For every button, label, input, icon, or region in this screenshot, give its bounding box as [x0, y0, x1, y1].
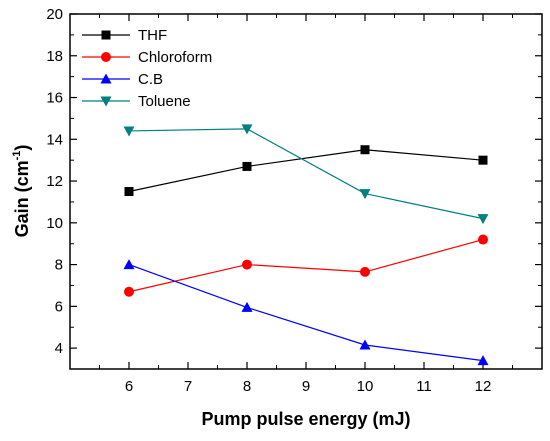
data-point-chloroform [360, 266, 370, 277]
legend-item-toluene: Toluene [82, 93, 191, 110]
legend-marker [100, 73, 112, 84]
x-tick-label: 8 [243, 378, 251, 395]
legend-item-thf: THF [82, 27, 167, 44]
legend-label: Toluene [138, 93, 191, 110]
y-axis-title-close: ) [12, 145, 32, 151]
ticks: 6 7 8 9 10 11 12 4 6 8 10 12 14 16 18 20 [46, 6, 542, 395]
data-point-toluene [123, 126, 135, 137]
data-point-chloroform [242, 259, 252, 270]
data-point-toluene [477, 214, 489, 225]
y-axis-title: Gain (cm-1) [11, 145, 32, 238]
legend-item-c-b: C.B [82, 71, 163, 88]
x-tick-label: 12 [475, 378, 492, 395]
y-tick-label: 16 [46, 90, 63, 107]
series-line-chloroform [128, 238, 484, 293]
y-axis-title-main: Gain (cm [12, 160, 32, 237]
y-tick-label: 18 [46, 48, 63, 65]
series-toluene [123, 124, 489, 225]
y-tick-label: 10 [46, 215, 63, 232]
x-tick-label: 11 [416, 378, 432, 395]
data-point-thf [360, 145, 370, 155]
series-line-thf [128, 149, 484, 193]
data-point-toluene [241, 124, 253, 135]
data-point-c-b [359, 339, 371, 350]
y-axis-title-superscript: -1 [11, 151, 23, 161]
data-point-thf [478, 155, 488, 165]
legend-item-chloroform: Chloroform [82, 49, 212, 66]
legend: THF Chloroform C.B Toluene [82, 27, 212, 110]
x-tick-label: 7 [184, 378, 192, 395]
series-c-b [123, 259, 489, 366]
series-layer [123, 124, 489, 366]
series-line-toluene [128, 128, 484, 220]
series-thf [124, 145, 488, 196]
x-tick-label: 10 [357, 378, 374, 395]
y-tick-label: 20 [46, 6, 63, 23]
x-axis-title: Pump pulse energy (mJ) [201, 409, 410, 429]
data-point-c-b [123, 259, 135, 270]
y-tick-label: 12 [46, 173, 63, 190]
y-tick-label: 4 [55, 340, 63, 357]
data-point-c-b [477, 355, 489, 366]
data-point-toluene [359, 189, 371, 200]
y-tick-label: 8 [55, 257, 63, 274]
x-tick-label: 9 [302, 378, 310, 395]
legend-label: THF [138, 27, 167, 44]
legend-marker [101, 52, 111, 62]
data-point-thf [124, 187, 134, 196]
series-line-c-b [128, 264, 484, 362]
data-point-c-b [241, 301, 253, 312]
series-chloroform [124, 234, 488, 297]
plot-frame [69, 13, 543, 370]
x-tick-label: 6 [125, 378, 133, 395]
y-tick-label: 14 [46, 131, 63, 148]
legend-marker [101, 30, 111, 40]
data-point-thf [242, 161, 252, 171]
legend-label: Chloroform [138, 49, 212, 66]
data-point-chloroform [124, 286, 134, 297]
y-tick-label: 6 [55, 298, 63, 315]
data-point-chloroform [478, 234, 488, 245]
legend-marker [100, 96, 112, 107]
legend-label: C.B [138, 71, 163, 88]
